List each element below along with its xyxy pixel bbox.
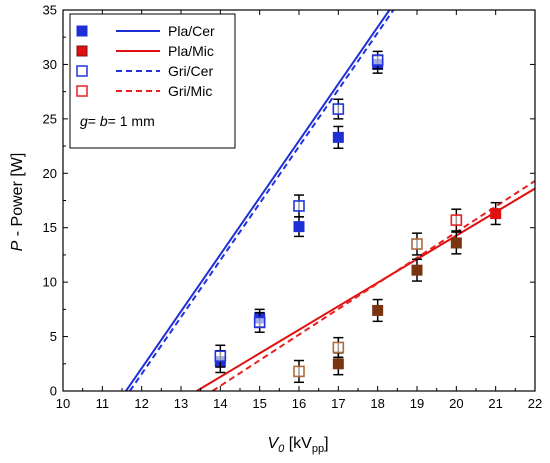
point-gri-mic-2 xyxy=(411,238,423,250)
x-tick-label-14: 14 xyxy=(213,396,227,411)
plot-area: 10 11 12 13 14 15 16 17 18 19 20 21 22 0 5 10 15 20 25 30 35 xyxy=(43,3,543,412)
x-tick-label-11: 11 xyxy=(96,396,110,411)
point-gri-cer-4 xyxy=(371,54,384,66)
y-tick-label-30: 30 xyxy=(43,57,57,72)
legend-marker-gri-mic xyxy=(76,85,88,97)
y-tick-label-10: 10 xyxy=(43,275,57,290)
x-tick-label-17: 17 xyxy=(331,396,345,411)
x-tick-label-10: 10 xyxy=(56,396,70,411)
legend-label-gri-mic: Gri/Mic xyxy=(168,83,212,99)
point-gri-cer-0 xyxy=(214,350,227,362)
y-tick-label-0: 0 xyxy=(50,384,57,399)
y-axis-label: P - Power [W] xyxy=(9,153,26,252)
legend-marker-pla-cer xyxy=(76,25,88,37)
x-tick-label-15: 15 xyxy=(252,396,266,411)
point-pla-mic-1 xyxy=(372,304,384,316)
fit-line-gri-cer xyxy=(129,10,395,391)
y-tick-label-25: 25 xyxy=(43,111,57,126)
legend-marker-pla-mic xyxy=(76,45,88,57)
point-pla-cer-2 xyxy=(293,221,305,233)
fit-line-gri-mic xyxy=(211,180,535,391)
point-gri-mic-3 xyxy=(450,214,463,226)
y-tick-label-35: 35 xyxy=(43,3,57,18)
x-tick-label-19: 19 xyxy=(410,396,424,411)
x-axis-label: V0 [kVpp] xyxy=(267,435,328,455)
point-gri-mic-0 xyxy=(293,365,305,378)
legend-marker-gri-cer xyxy=(76,65,88,77)
point-gri-mic-1 xyxy=(332,341,345,354)
point-pla-mic-0 xyxy=(332,358,344,370)
legend-label-pla-mic: Pla/Mic xyxy=(168,43,214,59)
fit-line-pla-mic xyxy=(196,187,535,391)
y-tick-label-20: 20 xyxy=(43,166,57,181)
x-tick-label-12: 12 xyxy=(134,396,148,411)
legend-box xyxy=(69,13,236,149)
fit-line-pla-cer xyxy=(125,10,391,391)
x-tick-label-18: 18 xyxy=(370,396,384,411)
point-pla-cer-3 xyxy=(332,131,344,143)
x-tick-label-20: 20 xyxy=(449,396,463,411)
x-tick-label-16: 16 xyxy=(292,396,306,411)
point-gri-cer-2 xyxy=(293,200,305,212)
point-gri-cer-1 xyxy=(253,316,266,329)
y-tick-label-15: 15 xyxy=(43,220,57,235)
point-pla-mic-2 xyxy=(411,264,423,276)
x-tick-label-13: 13 xyxy=(174,396,188,411)
y-tick-label-5: 5 xyxy=(50,329,57,344)
legend-label-gri-cer: Gri/Cer xyxy=(168,63,213,79)
point-gri-cer-3 xyxy=(332,103,345,115)
legend-label-pla-cer: Pla/Cer xyxy=(168,23,215,39)
legend-gap-note: g= b= 1 mm xyxy=(80,113,155,129)
legend: Pla/Cer Pla/Mic Gri/Cer Gri/Mic g= b= 1 … xyxy=(69,13,236,149)
point-pla-mic-4 xyxy=(490,208,502,220)
x-tick-label-21: 21 xyxy=(488,396,502,411)
point-pla-mic-3 xyxy=(450,237,462,249)
x-tick-label-22: 22 xyxy=(528,396,542,411)
